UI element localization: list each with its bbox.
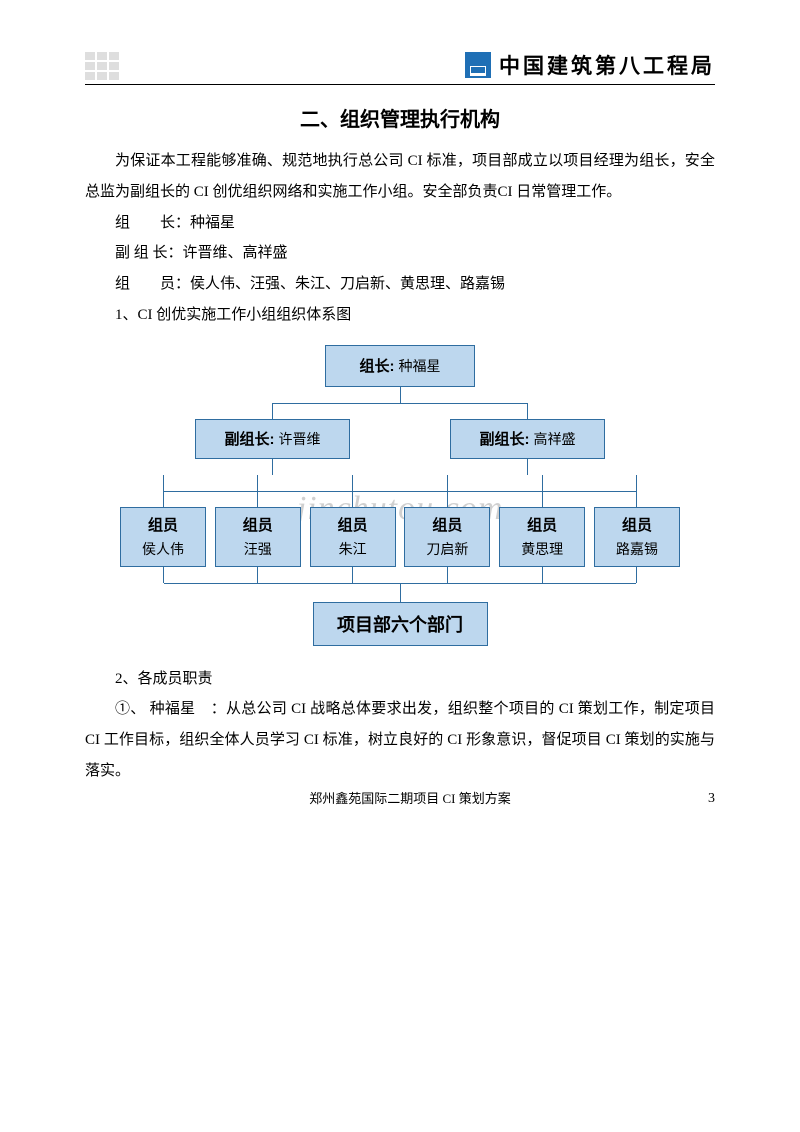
org-level4: 项目部六个部门 <box>120 583 680 646</box>
org-member-name: 朱江 <box>339 539 367 559</box>
org-level3: 组员 侯人伟 组员 汪强 <box>120 475 680 583</box>
org-member-name: 黄思理 <box>521 539 563 559</box>
item1-line: 1、CI 创优实施工作小组组织体系图 <box>85 300 715 331</box>
org-connector <box>352 491 353 507</box>
leader-line: 组 长：种福星 <box>85 208 715 239</box>
org-connector <box>272 403 273 419</box>
body-text-2: 2、各成员职责 ①、 种福星 ：从总公司 CI 战略总体要求出发，组织整个项目的… <box>85 664 715 787</box>
org-node-member: 组员 路嘉锡 <box>594 507 680 567</box>
company-name: 中国建筑第八工程局 <box>499 50 715 80</box>
org-connector <box>527 459 528 475</box>
org-node-member: 组员 黄思理 <box>499 507 585 567</box>
org-leader-name: 种福星 <box>399 356 441 376</box>
org-node-member: 组员 刀启新 <box>404 507 490 567</box>
org-connector <box>352 567 353 583</box>
org-member-role: 组员 <box>148 514 178 535</box>
org-node-member: 组员 朱江 <box>310 507 396 567</box>
footer-text: 郑州鑫苑国际二期项目 CI 策划方案 <box>85 788 675 807</box>
org-connector <box>273 403 527 404</box>
org-member-role: 组员 <box>243 514 273 535</box>
org-connector <box>400 387 401 403</box>
company-logo-icon <box>465 52 491 78</box>
member-line: 组 员：侯人伟、汪强、朱江、刀启新、黄思理、路嘉锡 <box>85 269 715 300</box>
item2-line: 2、各成员职责 <box>85 664 715 695</box>
org-member-role: 组员 <box>622 514 652 535</box>
org-connector <box>163 475 164 491</box>
org-connector <box>352 475 353 491</box>
org-node-member: 组员 侯人伟 <box>120 507 206 567</box>
org-connector <box>164 491 636 492</box>
org-deputy-role: 副组长: <box>480 428 530 449</box>
org-connector <box>636 491 637 507</box>
org-deputy-name: 高祥盛 <box>534 429 576 449</box>
org-node-departments: 项目部六个部门 <box>313 602 488 646</box>
page-footer: 郑州鑫苑国际二期项目 CI 策划方案 3 <box>85 788 715 807</box>
org-chart: 组长: 种福星 副组长: 许晋维 <box>120 345 680 646</box>
org-member-role: 组员 <box>432 514 462 535</box>
section-title: 二、组织管理执行机构 <box>85 103 715 132</box>
org-connector <box>447 567 448 583</box>
org-member-name: 刀启新 <box>426 539 468 559</box>
org-leader-role: 组长: <box>360 355 395 376</box>
org-connector <box>447 475 448 491</box>
org-connector <box>636 567 637 583</box>
org-member-role: 组员 <box>338 514 368 535</box>
org-connector <box>163 567 164 583</box>
org-connector <box>447 491 448 507</box>
org-node-leader: 组长: 种福星 <box>325 345 475 387</box>
org-connector <box>542 475 543 491</box>
org-member-name: 路嘉锡 <box>616 539 658 559</box>
page-number: 3 <box>675 791 715 807</box>
duty1-paragraph: ①、 种福星 ：从总公司 CI 战略总体要求出发，组织整个项目的 CI 策划工作… <box>85 694 715 786</box>
body-text: 为保证本工程能够准确、规范地执行总公司 CI 标准，项目部成立以项目经理为组长，… <box>85 146 715 331</box>
header-right: 中国建筑第八工程局 <box>465 50 715 80</box>
org-connector <box>272 459 273 475</box>
org-connector <box>542 491 543 507</box>
org-member-name: 汪强 <box>244 539 272 559</box>
intro-paragraph: 为保证本工程能够准确、规范地执行总公司 CI 标准，项目部成立以项目经理为组长，… <box>85 146 715 208</box>
header-grid-icon <box>85 52 119 80</box>
org-node-deputy: 副组长: 高祥盛 <box>450 419 605 459</box>
org-connector <box>636 475 637 491</box>
org-member-name: 侯人伟 <box>142 539 184 559</box>
org-member-role: 组员 <box>527 514 557 535</box>
org-departments-label: 项目部六个部门 <box>337 611 463 637</box>
org-connector <box>527 403 528 419</box>
deputy-line: 副 组 长：许晋维、高祥盛 <box>85 238 715 269</box>
org-level2: 副组长: 许晋维 副组长: 高祥盛 <box>195 403 605 475</box>
org-connector <box>257 491 258 507</box>
org-connector <box>257 567 258 583</box>
page-header: 中国建筑第八工程局 <box>85 50 715 85</box>
org-deputy-name: 许晋维 <box>279 429 321 449</box>
org-connector <box>542 567 543 583</box>
org-node-member: 组员 汪强 <box>215 507 301 567</box>
org-deputy-role: 副组长: <box>225 428 275 449</box>
org-connector <box>400 584 401 602</box>
org-node-deputy: 副组长: 许晋维 <box>195 419 350 459</box>
org-connector <box>163 491 164 507</box>
org-connector <box>257 475 258 491</box>
